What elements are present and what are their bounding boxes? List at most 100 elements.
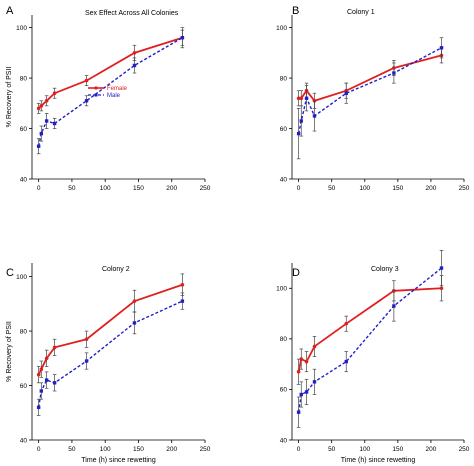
data-point	[180, 282, 185, 287]
data-point	[304, 390, 309, 394]
data-point	[392, 304, 396, 308]
data-point	[180, 36, 185, 40]
data-point	[36, 106, 41, 111]
series-female	[36, 29, 185, 114]
x-tick-label: 150	[133, 185, 144, 192]
series-male	[36, 292, 185, 416]
data-point	[44, 378, 49, 382]
data-point	[52, 381, 57, 385]
series-line	[297, 287, 442, 372]
data-point	[304, 359, 309, 364]
series-line	[37, 283, 183, 376]
data-point	[344, 359, 348, 364]
data-point	[299, 96, 304, 101]
data-point	[84, 359, 89, 363]
data-point	[52, 91, 57, 96]
y-tick-label: 80	[280, 336, 288, 343]
data-point	[44, 119, 49, 123]
data-point	[312, 380, 317, 384]
data-point	[52, 345, 57, 350]
series-male	[296, 37, 444, 160]
y-tick-label: 60	[280, 387, 288, 394]
panel-letter: D	[292, 267, 300, 279]
y-tick-label: 100	[276, 25, 287, 32]
series-line	[298, 54, 442, 102]
data-point	[44, 98, 49, 103]
data-point	[132, 299, 137, 303]
series-male	[36, 27, 185, 155]
y-tick-label: 40	[20, 176, 28, 183]
chart-title: Colony 1	[347, 9, 375, 16]
data-point	[296, 369, 301, 374]
x-tick-label: 100	[359, 185, 370, 192]
data-point	[39, 104, 44, 108]
series-female	[296, 47, 444, 109]
x-tick-label: 150	[392, 446, 403, 453]
data-point	[39, 389, 44, 393]
data-point	[344, 321, 349, 326]
series-line	[37, 300, 183, 408]
x-tick-label: 100	[359, 446, 370, 453]
x-tick-label: 0	[297, 446, 301, 453]
legend-label: Male	[107, 93, 121, 99]
data-point	[344, 91, 348, 95]
series-male	[296, 250, 444, 428]
x-axis-label: Time (h) since rewetting	[341, 457, 416, 464]
x-tick-label: 50	[68, 185, 76, 192]
y-tick-label: 60	[20, 126, 28, 133]
y-tick-label: 60	[280, 126, 288, 133]
x-tick-label: 50	[68, 446, 76, 453]
legend-label: Female	[107, 86, 128, 92]
y-tick-label: 40	[280, 437, 288, 444]
data-point	[299, 357, 304, 361]
data-point	[439, 46, 444, 50]
x-tick-label: 250	[200, 185, 211, 192]
x-tick-label: 150	[133, 446, 144, 453]
y-tick-label: 100	[16, 274, 27, 281]
x-tick-label: 150	[392, 185, 403, 192]
data-point	[44, 356, 49, 361]
x-tick-label: 0	[37, 446, 41, 453]
x-tick-label: 100	[100, 185, 111, 192]
panel-letter: C	[6, 267, 14, 279]
data-point	[299, 119, 303, 123]
chart-title: Sex Effect Across All Colonies	[85, 10, 179, 17]
series-female	[36, 273, 185, 384]
data-point	[180, 299, 185, 303]
data-point	[36, 372, 41, 377]
panel-letter: B	[292, 5, 299, 17]
x-tick-label: 200	[425, 185, 436, 192]
x-tick-label: 250	[459, 446, 470, 453]
chart-panel-a: 0 50 100 150 200 250 40 60 80 100 A Sex Effect Acro…	[6, 5, 211, 192]
chart-title: Colony 3	[371, 266, 399, 273]
x-axis-label: Time (h) since rewetting	[81, 457, 156, 464]
x-tick-label: 0	[37, 185, 41, 192]
chart-panel-d: 0 50 100 150 200 250 40 60 80 100 D Colony 3 Time (h…	[276, 250, 470, 464]
y-tick-label: 100	[16, 25, 27, 32]
y-tick-label: 80	[20, 75, 28, 82]
data-point	[439, 286, 444, 291]
data-point	[312, 344, 317, 349]
data-point	[132, 321, 137, 325]
legend-marker	[94, 93, 98, 97]
data-point	[36, 144, 41, 148]
chart-panel-b: 0 50 100 150 200 250 40 60 80 100 B Colony 1	[276, 5, 470, 192]
y-axis-label: % Recovery of PSII	[6, 321, 13, 382]
panel-letter: A	[6, 5, 14, 17]
x-tick-label: 50	[328, 185, 336, 192]
data-point	[296, 96, 301, 101]
x-tick-label: 200	[166, 185, 177, 192]
data-point	[84, 337, 89, 342]
x-tick-label: 250	[459, 185, 470, 192]
y-tick-label: 100	[276, 286, 287, 293]
x-tick-label: 50	[328, 446, 336, 453]
y-tick-label: 80	[280, 75, 288, 82]
y-tick-label: 80	[20, 328, 28, 335]
data-point	[84, 78, 89, 83]
data-point	[52, 121, 57, 126]
y-tick-label: 40	[280, 176, 288, 183]
x-tick-label: 200	[425, 446, 436, 453]
y-tick-label: 60	[20, 383, 28, 390]
data-point	[132, 63, 137, 68]
